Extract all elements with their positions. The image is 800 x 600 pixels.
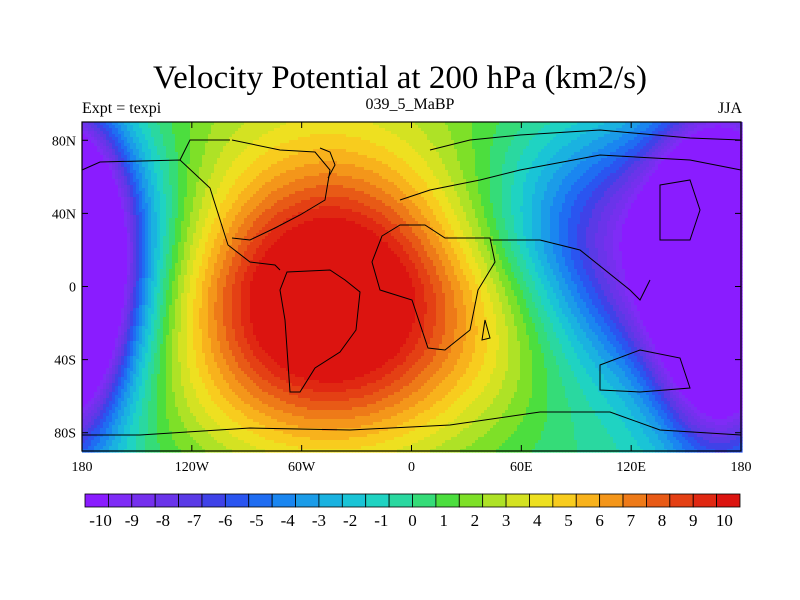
- chart-svg: 180 120W 60W 0 60E 120E 180 80N40N040S80S -10-…: [0, 0, 800, 600]
- contour-field: [82, 122, 743, 453]
